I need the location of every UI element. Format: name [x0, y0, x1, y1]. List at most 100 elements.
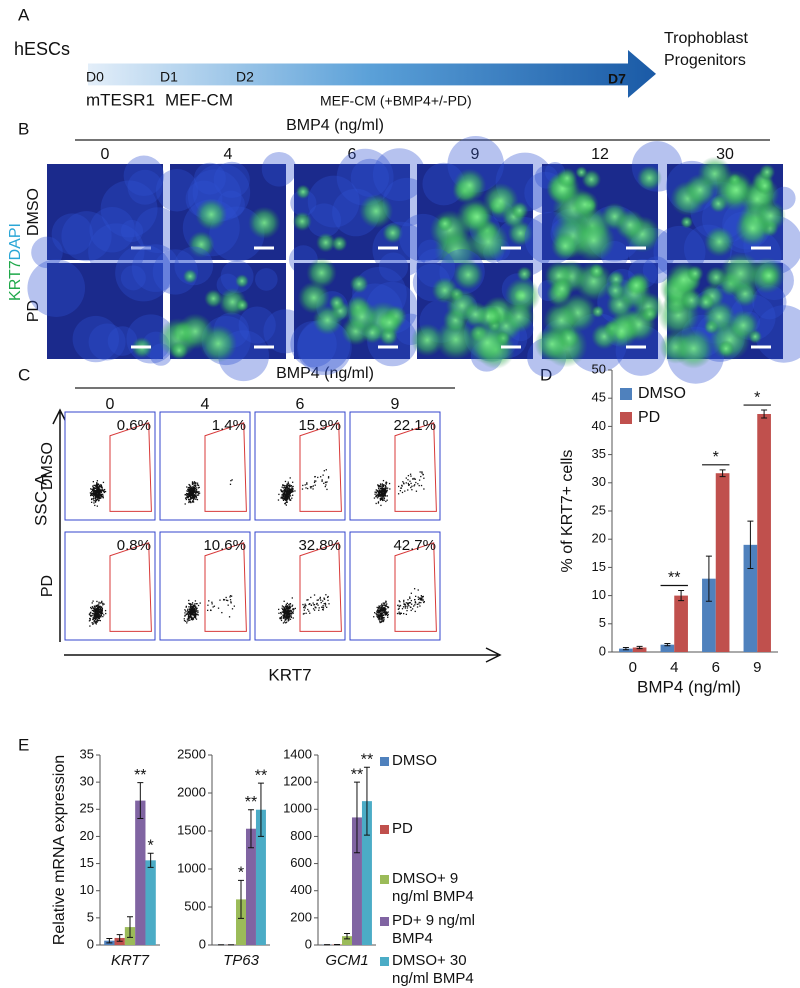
- krt7-signal: [581, 169, 602, 190]
- event-dot: [279, 617, 281, 620]
- event-dot: [278, 612, 280, 614]
- event-dot: [289, 618, 292, 620]
- event-dot: [228, 616, 231, 618]
- gate-percentage: 0.8%: [117, 537, 151, 554]
- significance: *: [238, 865, 244, 882]
- event-dot: [93, 489, 95, 491]
- column-label: 4: [201, 396, 210, 413]
- event-dot: [380, 607, 382, 609]
- event-dot: [303, 609, 305, 611]
- event-dot: [100, 484, 103, 487]
- gate: [204, 542, 247, 632]
- event-dot: [385, 487, 387, 489]
- event-dot: [379, 618, 381, 620]
- event-dot: [101, 610, 103, 612]
- event-dot: [186, 490, 188, 492]
- event-dot: [324, 485, 326, 488]
- event-dot: [385, 500, 387, 503]
- event-dot: [97, 608, 100, 610]
- event-dot: [104, 490, 107, 493]
- event-dot: [282, 617, 285, 619]
- event-dot: [211, 601, 213, 603]
- event-dot: [291, 597, 293, 599]
- event-dot: [225, 596, 227, 599]
- event-dot: [387, 605, 389, 608]
- event-dot: [384, 487, 386, 489]
- event-dot: [192, 493, 194, 496]
- event-dot: [397, 493, 400, 495]
- event-dot: [192, 495, 194, 497]
- event-dot: [420, 597, 422, 599]
- krt7-signal: [235, 298, 249, 312]
- krt7-signal: [187, 231, 215, 258]
- event-dot: [408, 484, 410, 486]
- event-dot: [386, 614, 389, 617]
- event-dot: [308, 610, 310, 612]
- event-dot: [313, 481, 316, 484]
- panel-letter: A: [18, 5, 30, 24]
- event-dot: [405, 613, 408, 616]
- event-dot: [94, 484, 96, 487]
- event-dot: [190, 612, 192, 615]
- event-dot: [286, 607, 288, 609]
- event-dot: [92, 498, 95, 500]
- event-dot: [285, 613, 287, 615]
- krt7-signal: [435, 319, 477, 360]
- event-dot: [187, 489, 190, 491]
- event-dot: [412, 605, 415, 607]
- event-dot: [416, 606, 419, 608]
- event-dot: [382, 614, 384, 616]
- event-dot: [386, 481, 388, 484]
- event-dot: [285, 621, 288, 623]
- event-dot: [282, 498, 284, 500]
- event-dot: [289, 495, 292, 497]
- event-dot: [306, 599, 308, 601]
- event-dot: [189, 492, 191, 494]
- day-label: D0: [86, 69, 104, 85]
- bar: [236, 899, 246, 945]
- krt7-signal: [235, 274, 249, 288]
- event-dot: [282, 495, 284, 498]
- event-dot: [417, 483, 419, 485]
- event-dot: [189, 619, 191, 621]
- event-dot: [194, 612, 197, 614]
- event-dot: [280, 613, 282, 615]
- event-dot: [377, 484, 379, 486]
- event-dot: [381, 485, 383, 487]
- event-dot: [281, 607, 283, 609]
- event-dot: [194, 600, 197, 602]
- event-dot: [282, 494, 285, 497]
- event-dot: [280, 616, 283, 618]
- event-dot: [287, 611, 290, 613]
- event-dot: [190, 609, 192, 611]
- event-dot: [196, 482, 199, 484]
- event-dot: [401, 491, 404, 494]
- y-axis-label: SSC-A: [31, 473, 50, 526]
- y-tick-label: 20: [80, 828, 94, 843]
- event-dot: [281, 486, 283, 488]
- event-dot: [414, 604, 416, 606]
- event-dot: [104, 609, 107, 612]
- event-dot: [288, 616, 291, 618]
- krt7-signal: [591, 305, 605, 318]
- krt7-signal: [556, 167, 578, 189]
- gate: [299, 422, 342, 512]
- row-label: DMSO: [25, 188, 42, 236]
- event-dot: [283, 484, 285, 487]
- event-dot: [281, 497, 284, 499]
- error-bar: [106, 937, 113, 944]
- event-dot: [97, 604, 99, 606]
- event-dot: [90, 488, 92, 490]
- event-dot: [229, 595, 232, 597]
- event-dot: [320, 599, 322, 601]
- event-dot: [195, 618, 198, 620]
- event-dot: [311, 485, 313, 488]
- event-dot: [188, 501, 190, 504]
- event-dot: [406, 603, 409, 605]
- event-dot: [383, 491, 385, 493]
- event-dot: [379, 491, 381, 493]
- event-dot: [93, 497, 95, 499]
- event-dot: [285, 615, 287, 617]
- event-dot: [285, 498, 287, 500]
- event-dot: [92, 493, 94, 495]
